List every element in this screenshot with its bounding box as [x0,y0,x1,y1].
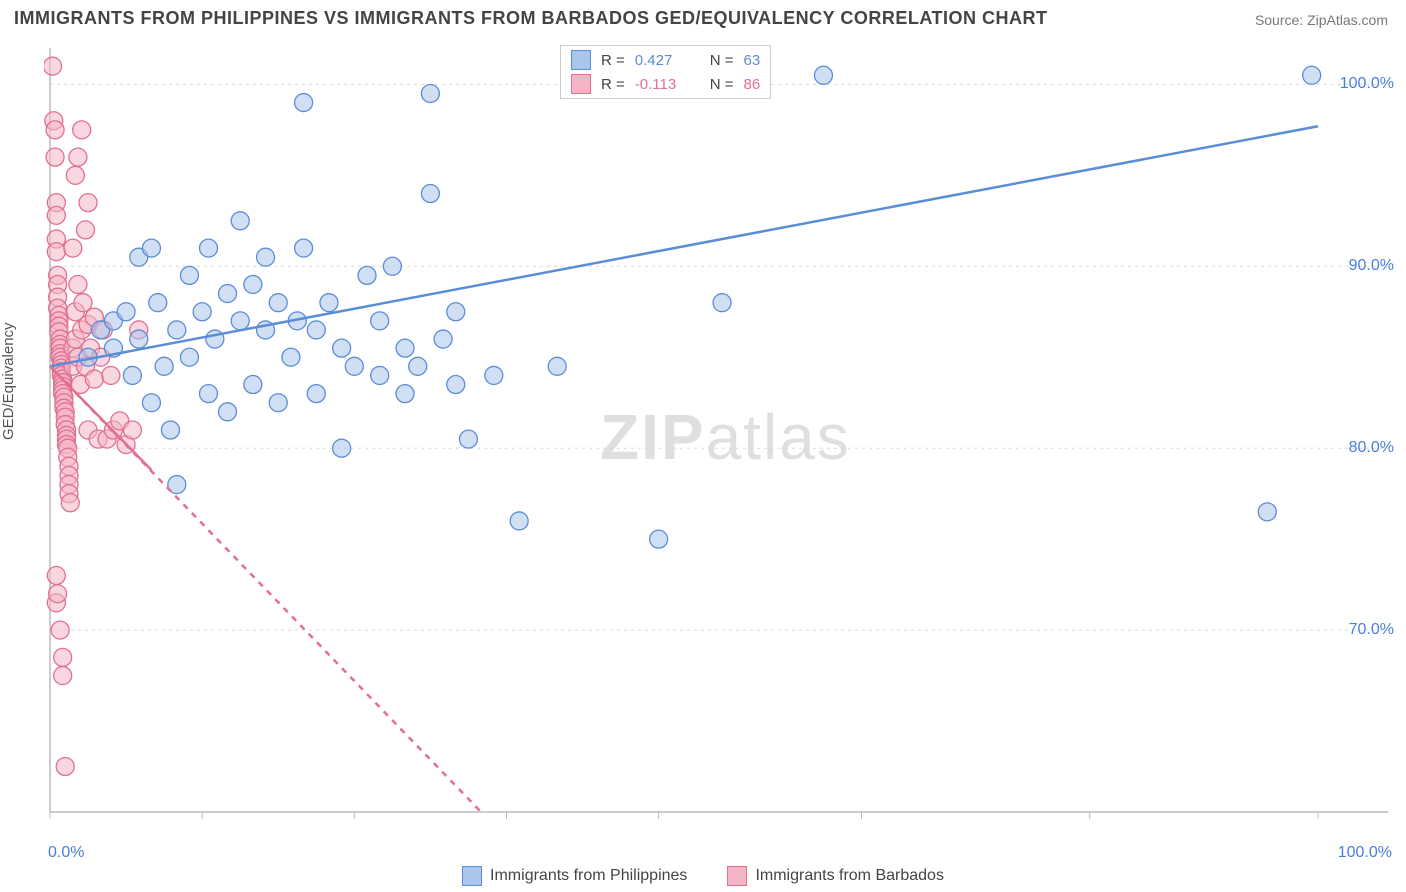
legend-label-barbados: Immigrants from Barbados [755,867,944,885]
source-label: Source: ZipAtlas.com [1255,12,1388,28]
r-value-philippines: 0.427 [635,52,690,69]
swatch-philippines [462,866,482,886]
x-tick-left: 0.0% [48,844,84,862]
y-tick-label: 70.0% [1349,621,1394,639]
scatter-plot [44,40,1388,840]
r-value-barbados: -0.113 [635,76,690,93]
correlation-legend: R = 0.427 N = 63 R = -0.113 N = 86 [560,45,771,99]
legend-row-barbados: R = -0.113 N = 86 [561,72,770,96]
chart-title: IMMIGRANTS FROM PHILIPPINES VS IMMIGRANT… [14,8,1048,29]
x-tick-right: 100.0% [1338,844,1392,862]
y-tick-label: 90.0% [1349,257,1394,275]
y-tick-label: 80.0% [1349,439,1394,457]
r-label: R = [601,52,625,69]
swatch-barbados [727,866,747,886]
r-label: R = [601,76,625,93]
n-value-barbados: 86 [744,76,761,93]
series-legend: Immigrants from Philippines Immigrants f… [0,866,1406,886]
y-tick-label: 100.0% [1340,75,1394,93]
swatch-philippines [571,50,591,70]
legend-item-barbados: Immigrants from Barbados [727,866,944,886]
swatch-barbados [571,74,591,94]
n-value-philippines: 63 [744,52,761,69]
legend-label-philippines: Immigrants from Philippines [490,867,687,885]
chart-container: IMMIGRANTS FROM PHILIPPINES VS IMMIGRANT… [0,0,1406,892]
n-label: N = [710,52,734,69]
n-label: N = [710,76,734,93]
legend-row-philippines: R = 0.427 N = 63 [561,48,770,72]
legend-item-philippines: Immigrants from Philippines [462,866,687,886]
y-axis-label: GED/Equivalency [0,322,17,440]
